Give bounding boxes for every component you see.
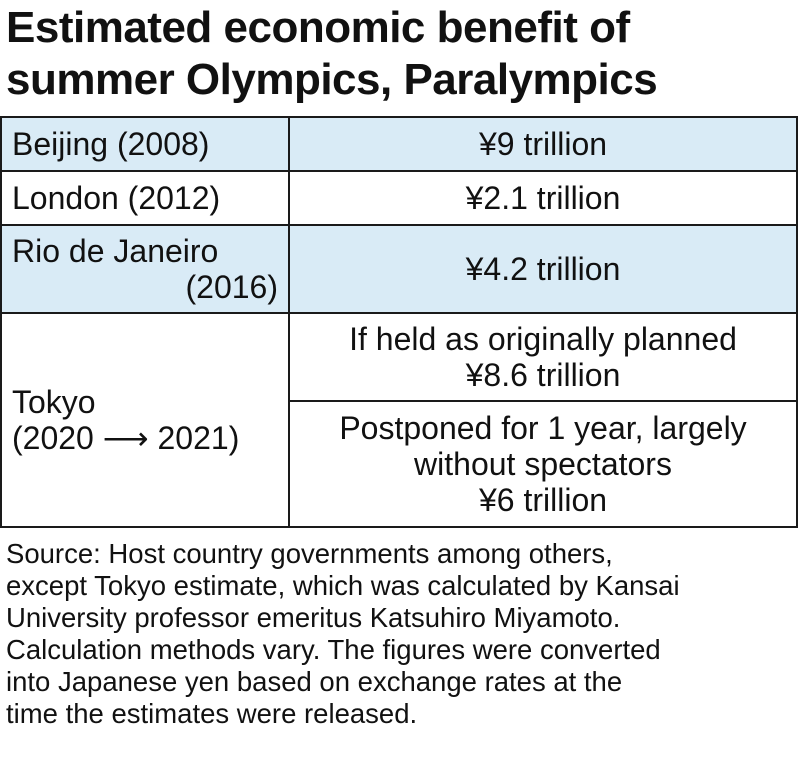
source-line-3: University professor emeritus Katsuhiro …: [6, 602, 621, 633]
table-row-tokyo-postponed: Postponed for 1 year, largely without sp…: [1, 400, 798, 528]
city-cell-beijing: Beijing (2008): [0, 116, 290, 172]
city-tokyo-line-1: Tokyo: [12, 384, 96, 420]
tokyo-postponed-label-1: Postponed for 1 year, largely: [339, 410, 747, 446]
tokyo-postponed-value: ¥6 trillion: [478, 482, 608, 518]
city-tokyo-line-2: (2020 ⟶ 2021): [12, 420, 240, 456]
source-line-1: Source: Host country governments among o…: [6, 538, 613, 569]
city-rio-line-1: Rio de Janeiro: [12, 233, 219, 269]
city-cell-rio: Rio de Janeiro (2016): [0, 224, 290, 314]
source-line-4: Calculation methods vary. The figures we…: [6, 634, 661, 665]
source-line-2: except Tokyo estimate, which was calcula…: [6, 570, 680, 601]
table-row-london: London (2012) ¥2.1 trillion: [0, 170, 798, 226]
value-cell-london: ¥2.1 trillion: [288, 170, 798, 226]
value-cell-tokyo-postponed: Postponed for 1 year, largely without sp…: [288, 400, 798, 528]
chart-title: Estimated economic benefit of summer Oly…: [6, 2, 796, 106]
title-line-1: Estimated economic benefit of: [6, 3, 630, 52]
value-cell-beijing: ¥9 trillion: [288, 116, 798, 172]
tokyo-planned-value: ¥8.6 trillion: [465, 357, 621, 393]
source-line-5: into Japanese yen based on exchange rate…: [6, 666, 623, 697]
tokyo-planned-label: If held as originally planned: [349, 321, 737, 357]
source-note: Source: Host country governments among o…: [6, 538, 796, 730]
table-row-tokyo-planned: Tokyo (2020 ⟶ 2021) If held as originall…: [0, 312, 798, 528]
table-row-beijing: Beijing (2008) ¥9 trillion: [0, 116, 798, 172]
tokyo-postponed-label-2: without spectators: [414, 446, 672, 482]
benefit-table: Beijing (2008) ¥9 trillion London (2012)…: [0, 116, 798, 528]
value-cell-tokyo-planned: If held as originally planned ¥8.6 trill…: [288, 312, 798, 402]
table-row-rio: Rio de Janeiro (2016) ¥4.2 trillion: [0, 224, 798, 314]
city-cell-tokyo: Tokyo (2020 ⟶ 2021): [0, 312, 290, 528]
source-line-6: time the estimates were released.: [6, 698, 418, 729]
title-line-2: summer Olympics, Paralympics: [6, 55, 658, 104]
value-cell-rio: ¥4.2 trillion: [288, 224, 798, 314]
city-cell-london: London (2012): [0, 170, 290, 226]
city-rio-line-2: (2016): [185, 269, 279, 305]
